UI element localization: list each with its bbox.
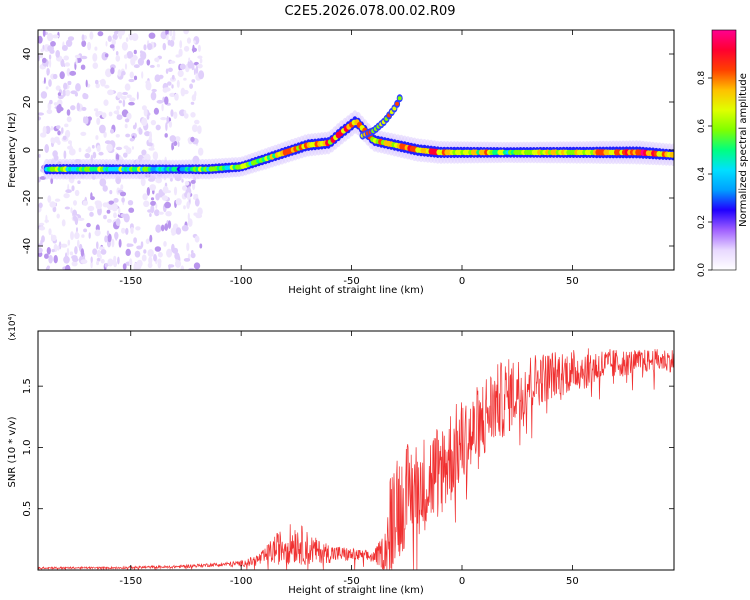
snr-x-tick-label: 0 (459, 576, 465, 587)
spectrogram-y-tick-label: -40 (22, 238, 33, 254)
figure-title: C2E5.2026.078.00.02.R09 (284, 4, 455, 19)
colorbar-gradient (711, 29, 737, 271)
spectrogram-y-tick-label: -20 (22, 190, 33, 206)
spectrogram-x-tick-label: -150 (119, 276, 142, 287)
spectrogram-noise (38, 30, 205, 270)
spectrogram-y-tick-label: 40 (22, 48, 33, 61)
spectrogram-x-axis: -150 -100 -50 0 50 (119, 30, 579, 287)
colorbar-label: Normalized spectral amplitude (738, 73, 749, 227)
snr-x-tick-label: -50 (343, 576, 359, 587)
snr-y-label: SNR (10 * v/v) (7, 416, 18, 487)
snr-x-axis: -150 -100 -50 0 50 (119, 331, 579, 587)
spectrogram-panel: -150 -100 -50 0 50 -40 -20 0 20 40 Height of str… (7, 29, 675, 296)
spectrogram-x-tick-label: -50 (343, 276, 359, 287)
snr-y-axis: 0.5 1.0 1.5 (22, 378, 674, 517)
snr-panel: -150 -100 -50 0 50 0.5 1.0 1.5 Height of strai… (7, 313, 675, 596)
colorbar-tick-label: 0.2 (697, 215, 707, 229)
snr-x-tick-label: 50 (566, 576, 579, 587)
spectrogram-heatmap (38, 30, 674, 270)
snr-y-tick-label: 1.5 (22, 378, 33, 394)
snr-scale-note: (x10⁴) (8, 313, 18, 340)
spectrogram-x-label: Height of straight line (km) (288, 285, 424, 296)
spectrogram-y-label: Frequency (Hz) (7, 112, 18, 188)
spectrogram-x-tick-label: -100 (230, 276, 253, 287)
snr-x-tick-label: -150 (119, 576, 142, 587)
snr-x-label: Height of straight line (km) (288, 585, 424, 596)
spectrogram-y-tick-label: 0 (22, 147, 33, 153)
colorbar: 0.0 0.2 0.4 0.6 0.8 Normalized spectral ampl… (697, 29, 749, 278)
colorbar-tick-label: 0.6 (697, 119, 707, 134)
snr-series-line (37, 348, 675, 571)
snr-y-tick-label: 0.5 (22, 501, 33, 517)
snr-y-tick-label: 1.0 (22, 439, 33, 455)
spectrogram-y-tick-label: 20 (22, 96, 33, 109)
snr-x-tick-label: -100 (230, 576, 253, 587)
spectrogram-x-tick-label: 50 (566, 276, 579, 287)
spectrogram-ridge (42, 94, 674, 180)
colorbar-tick-label: 0.8 (697, 71, 707, 86)
colorbar-tick-label: 0.4 (697, 167, 707, 182)
colorbar-ticks: 0.0 0.2 0.4 0.6 0.8 (697, 71, 712, 278)
snr-frame (37, 330, 675, 571)
spectrogram-y-axis: -40 -20 0 20 40 (22, 48, 674, 254)
spectrogram-x-tick-label: 0 (459, 276, 465, 287)
colorbar-tick-label: 0.0 (697, 263, 707, 278)
